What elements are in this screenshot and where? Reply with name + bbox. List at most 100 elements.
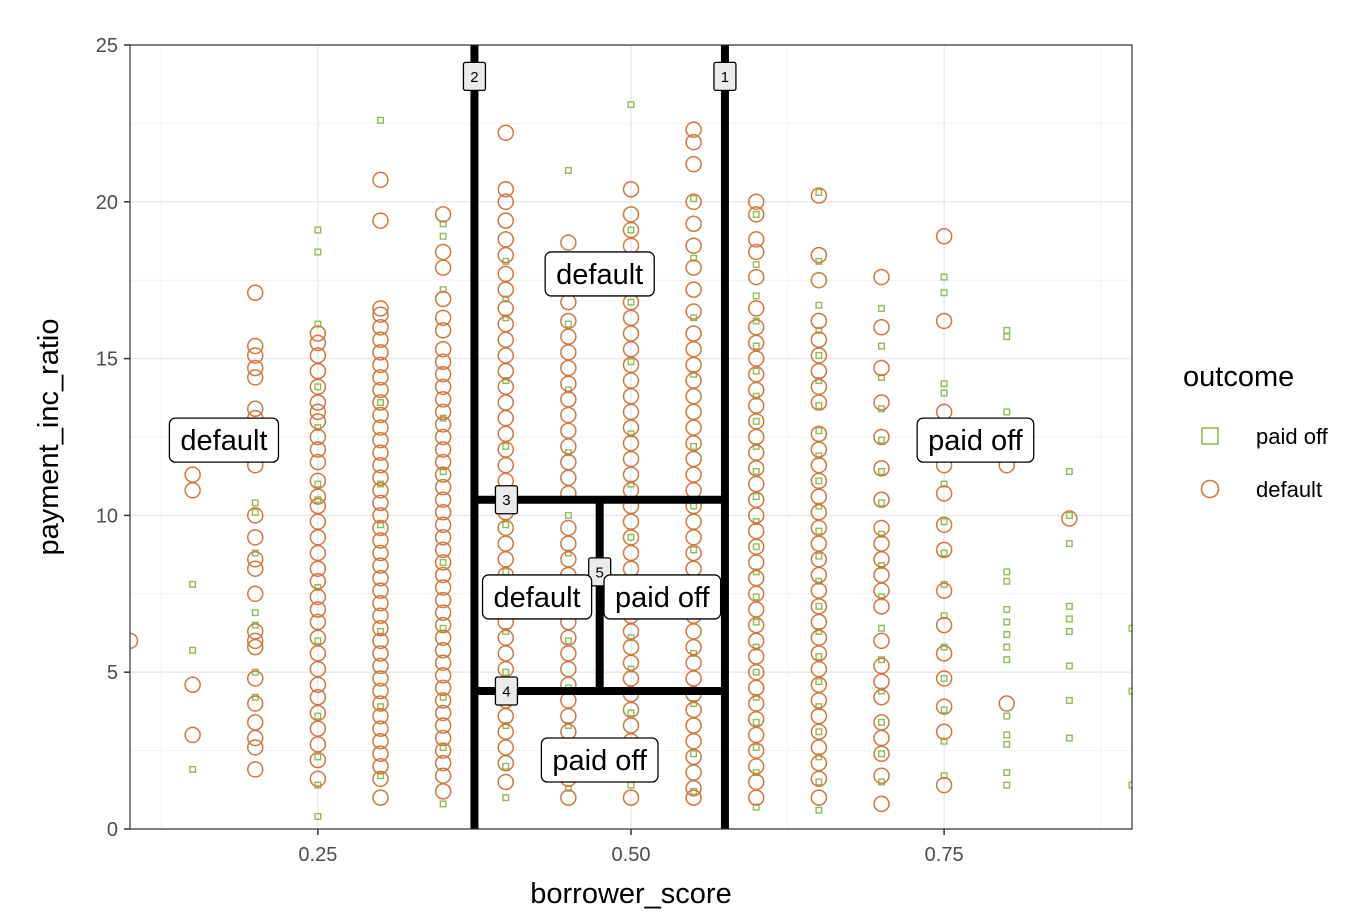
point-paid-off [377, 772, 385, 780]
point-default [184, 726, 201, 744]
point-default [935, 582, 953, 599]
point-default [434, 742, 452, 759]
point-default [935, 670, 953, 687]
point-default [247, 284, 264, 301]
point-default [935, 616, 953, 634]
point-paid-off [314, 712, 322, 720]
point-paid-off [940, 772, 948, 780]
point-paid-off [940, 289, 948, 297]
point-paid-off [627, 226, 635, 234]
point-default [873, 460, 890, 477]
point-default [873, 795, 890, 813]
point-paid-off [439, 220, 447, 228]
point-default [372, 770, 389, 788]
point-paid-off [752, 467, 760, 475]
point-paid-off [1003, 605, 1011, 613]
point-paid-off [1003, 656, 1011, 664]
point-paid-off [251, 609, 259, 617]
point-default [372, 344, 389, 361]
point-default [810, 246, 828, 264]
point-default [434, 692, 452, 709]
point-default [873, 359, 890, 377]
point-default [309, 334, 327, 352]
point-paid-off [439, 624, 447, 632]
point-default [434, 654, 452, 672]
y-tick-label: 15 [96, 349, 118, 371]
point-default [372, 695, 389, 712]
point-default [247, 507, 264, 524]
point-default [372, 356, 389, 374]
point-default [309, 453, 327, 471]
point-default [434, 340, 452, 358]
point-default [873, 632, 890, 650]
point-default [434, 428, 452, 446]
point-paid-off [627, 533, 635, 541]
point-default [434, 491, 452, 508]
point-default [372, 394, 389, 411]
point-default [810, 187, 828, 204]
point-default [497, 773, 514, 791]
legend-label: default [1256, 477, 1322, 502]
y-tick-label: 5 [107, 662, 118, 684]
point-default [372, 657, 389, 675]
region-label-box [168, 417, 280, 463]
point-default [309, 325, 327, 342]
point-paid-off [1003, 631, 1011, 639]
point-paid-off [752, 618, 760, 626]
point-paid-off [940, 273, 948, 281]
point-default [247, 638, 264, 656]
point-default [810, 789, 828, 806]
point-paid-off [878, 373, 886, 381]
point-default [372, 707, 389, 725]
point-paid-off [627, 101, 635, 109]
point-default [685, 237, 702, 254]
point-default [810, 770, 828, 788]
point-default [247, 359, 264, 377]
region-label-box [481, 574, 593, 620]
point-paid-off [502, 521, 510, 529]
point-paid-off [1065, 615, 1073, 623]
point-default [247, 739, 264, 756]
split-label-text: 2 [470, 69, 478, 86]
point-default [372, 594, 389, 612]
point-paid-off [314, 812, 322, 820]
point-paid-off [627, 298, 635, 306]
point-default [247, 551, 264, 568]
point-default [748, 231, 765, 248]
point-paid-off [940, 612, 948, 620]
point-paid-off [815, 527, 823, 535]
point-paid-off [815, 402, 823, 410]
point-paid-off [752, 261, 760, 269]
point-paid-off [1003, 577, 1011, 585]
point-default [309, 488, 327, 505]
point-default [372, 758, 389, 775]
point-paid-off [940, 706, 948, 714]
point-default [434, 667, 452, 684]
point-default [873, 491, 890, 508]
point-default [434, 566, 452, 584]
y-tick-label: 20 [96, 192, 118, 214]
point-paid-off [815, 806, 823, 814]
point-default [685, 155, 702, 173]
point-paid-off [815, 678, 823, 686]
point-default [685, 121, 702, 138]
point-default [372, 645, 389, 662]
point-default [434, 783, 452, 800]
point-paid-off [439, 800, 447, 808]
point-default [372, 507, 389, 524]
point-default [434, 516, 452, 534]
point-paid-off [314, 753, 322, 761]
point-default [247, 560, 264, 577]
point-paid-off [439, 743, 447, 751]
point-default [372, 419, 389, 436]
point-default [372, 582, 389, 599]
point-paid-off [1003, 731, 1011, 739]
point-default [309, 588, 327, 606]
region-label-box [603, 574, 722, 620]
point-default [497, 246, 514, 264]
point-default [247, 761, 264, 778]
point-default [434, 616, 452, 634]
region-labels: default default paid off default paid off pai… [168, 251, 1035, 783]
point-default [309, 441, 327, 458]
region-label: default [168, 417, 280, 463]
